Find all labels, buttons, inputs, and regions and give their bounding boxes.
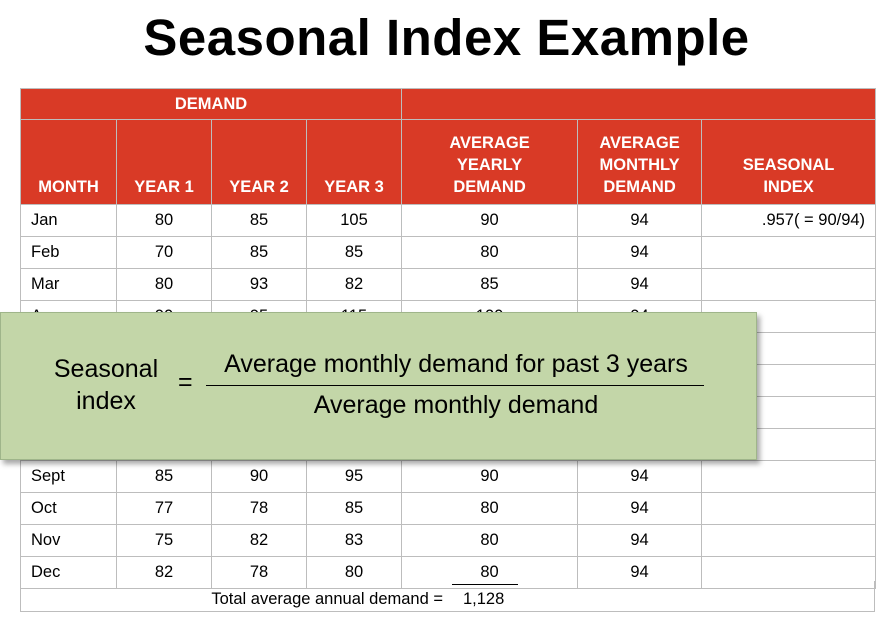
year2-cell: 85 <box>211 236 307 269</box>
seasonal-index-cell: .957( = 90/94) <box>701 204 877 237</box>
month-cell: Feb <box>20 236 117 269</box>
formula-lhs: Seasonal index <box>41 353 171 417</box>
table-row: Dec 82 78 80 80 94 <box>20 556 877 589</box>
demand-group-header: DEMAND <box>19 88 403 120</box>
year1-cell: 80 <box>116 268 212 301</box>
year3-cell: 85 <box>305 236 403 269</box>
year1-cell: 80 <box>116 204 212 237</box>
year3-cell: 95 <box>305 460 403 493</box>
formula-equals: = <box>178 368 193 396</box>
year3-cell: 85 <box>305 492 403 525</box>
year2-cell: 93 <box>211 268 307 301</box>
formula-callout: Seasonal index = Average monthly demand … <box>0 312 757 460</box>
avg-monthly-line3: DEMAND <box>603 178 676 196</box>
year2-cell: 78 <box>211 556 307 589</box>
avg-monthly-cell: 94 <box>577 460 703 493</box>
year1-cell: 85 <box>116 460 212 493</box>
avg-yearly-line1: AVERAGE <box>449 134 530 152</box>
avg-monthly-cell: 94 <box>577 556 703 589</box>
avg-monthly-cell: 94 <box>577 524 703 557</box>
year3-header: YEAR 3 <box>305 119 403 205</box>
month-cell: Mar <box>20 268 117 301</box>
seasonal-index-line1: SEASONAL <box>742 156 835 174</box>
seasonal-index-line2: INDEX <box>763 178 814 196</box>
avg-yearly-cell: 80 <box>401 236 579 269</box>
year2-cell: 85 <box>211 204 307 237</box>
table-row: Nov 75 82 83 80 94 <box>20 524 877 557</box>
year1-cell: 82 <box>116 556 212 589</box>
avg-yearly-cell: 80 <box>401 524 579 557</box>
year2-cell: 90 <box>211 460 307 493</box>
month-cell: Jan <box>20 204 117 237</box>
seasonal-index-cell <box>701 524 877 557</box>
avg-monthly-cell: 94 <box>577 204 703 237</box>
avg-monthly-header: AVERAGE MONTHLY DEMAND <box>577 119 703 205</box>
avg-yearly-header: AVERAGE YEARLY DEMAND <box>401 119 579 205</box>
table-row: Feb 70 85 85 80 94 <box>20 236 877 269</box>
total-row: Total average annual demand = 1,128 <box>20 584 875 612</box>
year1-header: YEAR 1 <box>116 119 212 205</box>
year3-cell: 105 <box>305 204 403 237</box>
seasonal-index-cell <box>701 268 877 301</box>
formula-denominator: Average monthly demand <box>313 391 599 419</box>
avg-yearly-line3: DEMAND <box>453 178 526 196</box>
seasonal-index-cell <box>701 460 877 493</box>
total-row-box <box>20 581 875 612</box>
avg-yearly-cell: 80 <box>401 492 579 525</box>
table-row: Jan 80 85 105 90 94.957( = 90/94) <box>20 204 877 237</box>
table-row: Oct 77 78 85 80 94 <box>20 492 877 525</box>
total-label: Total average annual demand = <box>211 590 443 608</box>
avg-monthly-line1: AVERAGE <box>599 134 680 152</box>
avg-monthly-cell: 94 <box>577 236 703 269</box>
seasonal-index-header: SEASONAL INDEX <box>701 119 877 205</box>
avg-monthly-line2: MONTHLY <box>599 156 680 174</box>
slide-title: Seasonal Index Example <box>143 9 750 66</box>
month-cell: Dec <box>20 556 117 589</box>
avg-yearly-cell: 90 <box>401 204 579 237</box>
total-underline <box>452 584 518 585</box>
year1-cell: 70 <box>116 236 212 269</box>
month-header: MONTH <box>20 119 117 205</box>
year3-cell: 80 <box>305 556 403 589</box>
formula-lhs-line2: index <box>76 387 136 415</box>
month-cell: Nov <box>20 524 117 557</box>
avg-yearly-line2: YEARLY <box>456 156 523 174</box>
avg-yearly-cell: 90 <box>401 460 579 493</box>
seasonal-index-cell <box>701 236 877 269</box>
year2-header: YEAR 2 <box>211 119 307 205</box>
total-value: 1,128 <box>463 590 505 608</box>
formula-lhs-line1: Seasonal <box>53 355 159 383</box>
formula-numerator: Average monthly demand for past 3 years <box>224 350 688 378</box>
avg-monthly-cell: 94 <box>577 492 703 525</box>
seasonal-index-cell <box>701 492 877 525</box>
year2-cell: 78 <box>211 492 307 525</box>
seasonal-index-cell <box>701 556 877 589</box>
avg-yearly-cell: 80 <box>401 556 579 589</box>
month-cell: Oct <box>20 492 117 525</box>
fraction-bar <box>206 385 704 386</box>
year2-cell: 82 <box>211 524 307 557</box>
month-cell: Sept <box>20 460 117 493</box>
table-row: Mar 80 93 82 85 94 <box>20 268 877 301</box>
year1-cell: 75 <box>116 524 212 557</box>
avg-monthly-cell: 94 <box>577 268 703 301</box>
year3-cell: 82 <box>305 268 403 301</box>
year3-cell: 83 <box>305 524 403 557</box>
table-row: Sept 85 90 95 90 94 <box>20 460 877 493</box>
year1-cell: 77 <box>116 492 212 525</box>
blank-group-header <box>401 88 877 120</box>
avg-yearly-cell: 85 <box>401 268 579 301</box>
